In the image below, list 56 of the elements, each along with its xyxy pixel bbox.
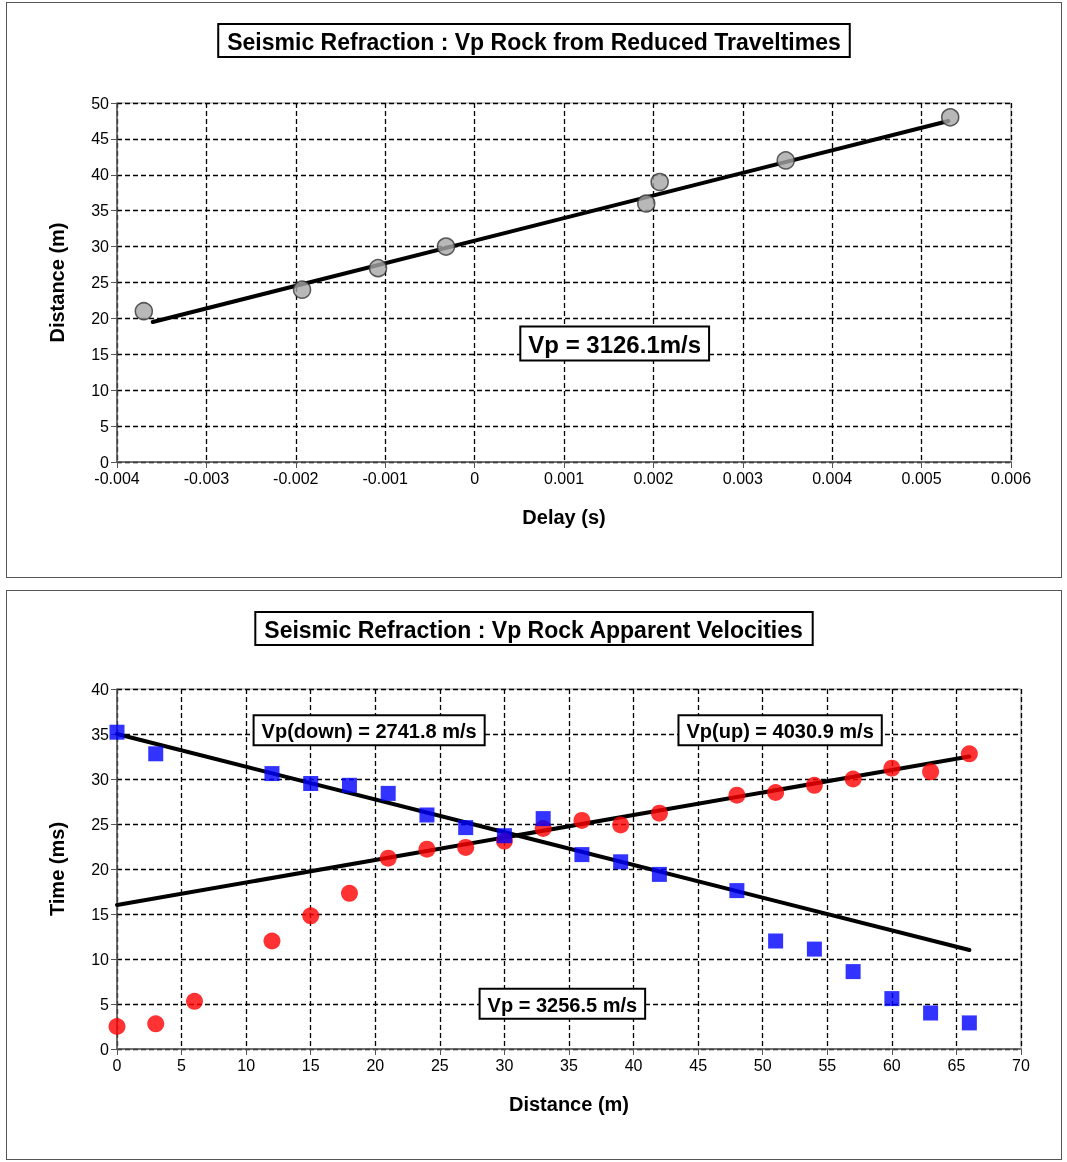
annotation: Vp(up) = 4030.9 m/s — [686, 720, 874, 743]
y-tick-label: 20 — [91, 860, 110, 878]
y-tick-label: 0 — [100, 1040, 110, 1058]
y-tick-label: 40 — [91, 166, 110, 184]
y-tick-label: 15 — [91, 905, 110, 923]
x-tick-label: 0.004 — [812, 469, 853, 487]
chart-title: Seismic Refraction : Vp Rock Apparent Velocities — [264, 616, 803, 643]
y-tick-label: 45 — [91, 130, 110, 148]
x-tick-label: 0.003 — [722, 469, 763, 487]
y-tick-label: 40 — [91, 680, 110, 698]
y-axis-title: Time (ms) — [46, 821, 68, 917]
x-tick-label: 10 — [237, 1056, 256, 1074]
x-tick-label: -0.002 — [273, 469, 319, 487]
x-tick-label: 0.001 — [543, 469, 585, 487]
x-tick-label: 20 — [366, 1056, 385, 1074]
x-tick-label: 0.006 — [990, 469, 1032, 487]
y-tick-label: 20 — [91, 309, 110, 327]
x-tick-label: 65 — [947, 1056, 966, 1074]
y-tick-label: 10 — [91, 950, 110, 968]
x-tick-label: 60 — [882, 1056, 901, 1074]
x-tick-label: 70 — [1012, 1056, 1030, 1074]
x-tick-label: 5 — [177, 1056, 187, 1074]
y-tick-label: 30 — [91, 238, 110, 256]
y-tick-label: 15 — [91, 345, 110, 363]
x-tick-label: 0 — [470, 469, 480, 487]
y-tick-label: 35 — [91, 725, 110, 743]
y-tick-label: 35 — [91, 202, 110, 220]
y-tick-label: 5 — [100, 417, 110, 435]
x-tick-label: 35 — [560, 1056, 578, 1074]
y-tick-label: 5 — [100, 995, 110, 1013]
x-tick-label: 55 — [818, 1056, 837, 1074]
y-tick-label: 30 — [91, 770, 110, 788]
x-tick-label: 0.005 — [901, 469, 942, 487]
y-axis-title: Distance (m) — [46, 222, 68, 343]
y-tick-label: 50 — [91, 94, 110, 112]
x-tick-label: 45 — [689, 1056, 708, 1074]
x-tick-label: 40 — [624, 1056, 643, 1074]
x-axis-title: Distance (m) — [508, 1093, 630, 1115]
y-tick-label: 25 — [91, 815, 110, 833]
x-tick-label: 30 — [495, 1056, 514, 1074]
y-tick-label: 25 — [91, 274, 110, 291]
x-tick-label: 0 — [112, 1056, 122, 1074]
x-tick-label: 25 — [430, 1056, 449, 1074]
annotation: Vp = 3126.1m/s — [528, 331, 702, 359]
x-axis-title: Delay (s) — [522, 506, 606, 528]
y-tick-label: 0 — [100, 453, 110, 471]
y-tick-label: 10 — [91, 381, 110, 399]
x-tick-label: 0.002 — [633, 469, 674, 487]
x-tick-label: -0.001 — [362, 469, 408, 487]
x-tick-label: 50 — [753, 1056, 772, 1074]
chart-title: Seismic Refraction : Vp Rock from Reduced Traveltimes — [227, 28, 841, 55]
x-tick-label: -0.003 — [183, 469, 230, 487]
annotation: Vp = 3256.5 m/s — [487, 993, 638, 1016]
x-tick-label: 15 — [301, 1056, 320, 1074]
x-tick-label: -0.004 — [94, 469, 140, 487]
annotation: Vp(down) = 2741.8 m/s — [261, 720, 477, 743]
